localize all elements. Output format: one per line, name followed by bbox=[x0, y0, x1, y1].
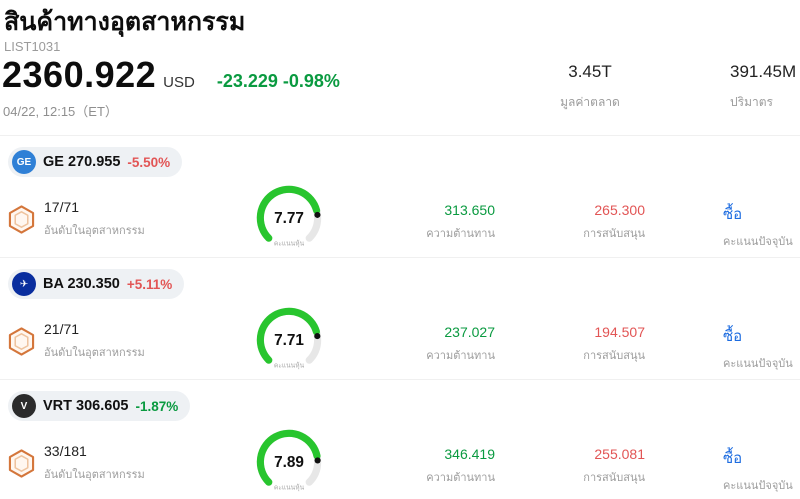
rank-value: 21/71 bbox=[44, 321, 80, 337]
svg-text:7.71: 7.71 bbox=[274, 332, 304, 349]
quote-datetime: 04/22, 12:15（ET） bbox=[3, 104, 118, 119]
company-logo: GE bbox=[12, 150, 36, 174]
market-cap-label: มูลค่าตลาด bbox=[560, 95, 620, 109]
rank-label: อันดับในอุตสาหกรรม bbox=[44, 469, 145, 481]
header-change: -23.229 -0.98% bbox=[216, 71, 340, 91]
company-logo: ✈ bbox=[12, 272, 36, 296]
currency-label: USD bbox=[163, 74, 195, 91]
signal-label: คะแนนปัจจุบัน bbox=[723, 236, 793, 248]
rank-value: 17/71 bbox=[44, 199, 80, 215]
signal-col: ซื้อ คะแนนปัจจุบัน bbox=[723, 324, 793, 372]
rank-text: 17/71 อันดับในอุตสาหกรรม bbox=[44, 199, 145, 239]
ticker-symbol: VRT bbox=[43, 398, 72, 414]
row-change: -1.87% bbox=[135, 398, 179, 414]
score-gauge: 7.89 คะแนนหุ้น bbox=[243, 426, 335, 499]
ticker-symbol: GE bbox=[43, 154, 64, 170]
ticker-price: BA 230.350 bbox=[43, 276, 120, 292]
resistance-col: 346.419 ความต้านทาน bbox=[385, 446, 495, 486]
ticker-last-price: 230.350 bbox=[67, 276, 120, 292]
svg-text:คะแนนหุ้น: คะแนนหุ้น bbox=[274, 362, 305, 370]
resistance-value: 313.650 bbox=[444, 202, 495, 218]
ticker-last-price: 306.605 bbox=[76, 398, 129, 414]
signal-label: คะแนนปัจจุบัน bbox=[723, 358, 793, 370]
ticker-pill[interactable]: GE GE 270.955 -5.50% bbox=[8, 147, 183, 177]
market-cap-value: 3.45T bbox=[568, 62, 612, 81]
score-gauge: 7.77 คะแนนหุ้น bbox=[243, 182, 335, 263]
rank-value: 33/181 bbox=[44, 443, 87, 459]
support-label: การสนับสนุน bbox=[583, 228, 645, 240]
support-value: 265.300 bbox=[594, 202, 645, 218]
stock-row: ✈ BA 230.350 +5.11% 21/71 อันดับในอุตสาห… bbox=[0, 257, 800, 379]
support-col: 255.081 การสนับสนุน bbox=[535, 446, 645, 486]
row-change: -5.50% bbox=[127, 154, 171, 170]
industry-rank: 21/71 อันดับในอุตสาหกรรม bbox=[8, 321, 145, 361]
svg-text:7.89: 7.89 bbox=[274, 454, 304, 471]
ticker-price: VRT 306.605 bbox=[43, 398, 128, 414]
signal-col: ซื้อ คะแนนปัจจุบัน bbox=[723, 202, 793, 250]
rank-text: 33/181 อันดับในอุตสาหกรรม bbox=[44, 443, 145, 483]
resistance-value: 346.419 bbox=[444, 446, 495, 462]
ticker-pill[interactable]: ✈ BA 230.350 +5.11% bbox=[8, 269, 185, 299]
resistance-value: 237.027 bbox=[444, 324, 495, 340]
score-gauge: 7.71 คะแนนหุ้น bbox=[243, 304, 335, 385]
support-col: 194.507 การสนับสนุน bbox=[535, 324, 645, 364]
resistance-label: ความต้านทาน bbox=[426, 472, 495, 484]
volume-label: ปริมาตร bbox=[730, 95, 773, 109]
support-value: 194.507 bbox=[594, 324, 645, 340]
signal-value[interactable]: ซื้อ bbox=[723, 206, 743, 223]
company-logo: V bbox=[12, 394, 36, 418]
rank-badge-icon bbox=[8, 326, 35, 356]
rank-label: อันดับในอุตสาหกรรม bbox=[44, 347, 145, 359]
signal-value[interactable]: ซื้อ bbox=[723, 328, 743, 345]
row-change: +5.11% bbox=[126, 276, 173, 292]
ticker-price: GE 270.955 bbox=[43, 154, 120, 170]
support-label: การสนับสนุน bbox=[583, 350, 645, 362]
resistance-col: 237.027 ความต้านทาน bbox=[385, 324, 495, 364]
rank-badge-icon bbox=[8, 204, 35, 234]
support-label: การสนับสนุน bbox=[583, 472, 645, 484]
price-line: 2360.922 USD -23.229 -0.98% bbox=[2, 54, 340, 96]
svg-text:คะแนนหุ้น: คะแนนหุ้น bbox=[274, 240, 305, 248]
stock-row: V VRT 306.605 -1.87% 33/181 อันดับในอุตส… bbox=[0, 379, 800, 499]
support-col: 265.300 การสนับสนุน bbox=[535, 202, 645, 242]
resistance-label: ความต้านทาน bbox=[426, 350, 495, 362]
page-title: สินค้าทางอุตสาหกรรม bbox=[4, 8, 246, 36]
header: สินค้าทางอุตสาหกรรม LIST1031 2360.922 US… bbox=[0, 0, 800, 135]
index-price: 2360.922 bbox=[2, 54, 157, 95]
volume-value: 391.45M bbox=[730, 62, 797, 81]
signal-col: ซื้อ คะแนนปัจจุบัน bbox=[723, 446, 793, 494]
stock-list: GE GE 270.955 -5.50% 17/71 อันดับในอุตสา… bbox=[0, 135, 800, 499]
stock-row: GE GE 270.955 -5.50% 17/71 อันดับในอุตสา… bbox=[0, 135, 800, 257]
rank-label: อันดับในอุตสาหกรรม bbox=[44, 225, 145, 237]
volume-stat: 391.45M ปริมาตร bbox=[730, 62, 796, 112]
industry-rank: 17/71 อันดับในอุตสาหกรรม bbox=[8, 199, 145, 239]
ticker-symbol: BA bbox=[43, 276, 64, 292]
ticker-last-price: 270.955 bbox=[67, 154, 121, 170]
list-id: LIST1031 bbox=[4, 39, 61, 54]
support-value: 255.081 bbox=[594, 446, 645, 462]
ticker-pill[interactable]: V VRT 306.605 -1.87% bbox=[8, 391, 191, 421]
svg-text:คะแนนหุ้น: คะแนนหุ้น bbox=[274, 484, 305, 492]
svg-text:7.77: 7.77 bbox=[274, 210, 304, 227]
market-cap-stat: 3.45T มูลค่าตลาด bbox=[540, 62, 640, 112]
rank-badge-icon bbox=[8, 448, 35, 478]
resistance-col: 313.650 ความต้านทาน bbox=[385, 202, 495, 242]
industry-rank: 33/181 อันดับในอุตสาหกรรม bbox=[8, 443, 145, 483]
signal-value[interactable]: ซื้อ bbox=[723, 450, 743, 467]
signal-label: คะแนนปัจจุบัน bbox=[723, 480, 793, 492]
rank-text: 21/71 อันดับในอุตสาหกรรม bbox=[44, 321, 145, 361]
resistance-label: ความต้านทาน bbox=[426, 228, 495, 240]
